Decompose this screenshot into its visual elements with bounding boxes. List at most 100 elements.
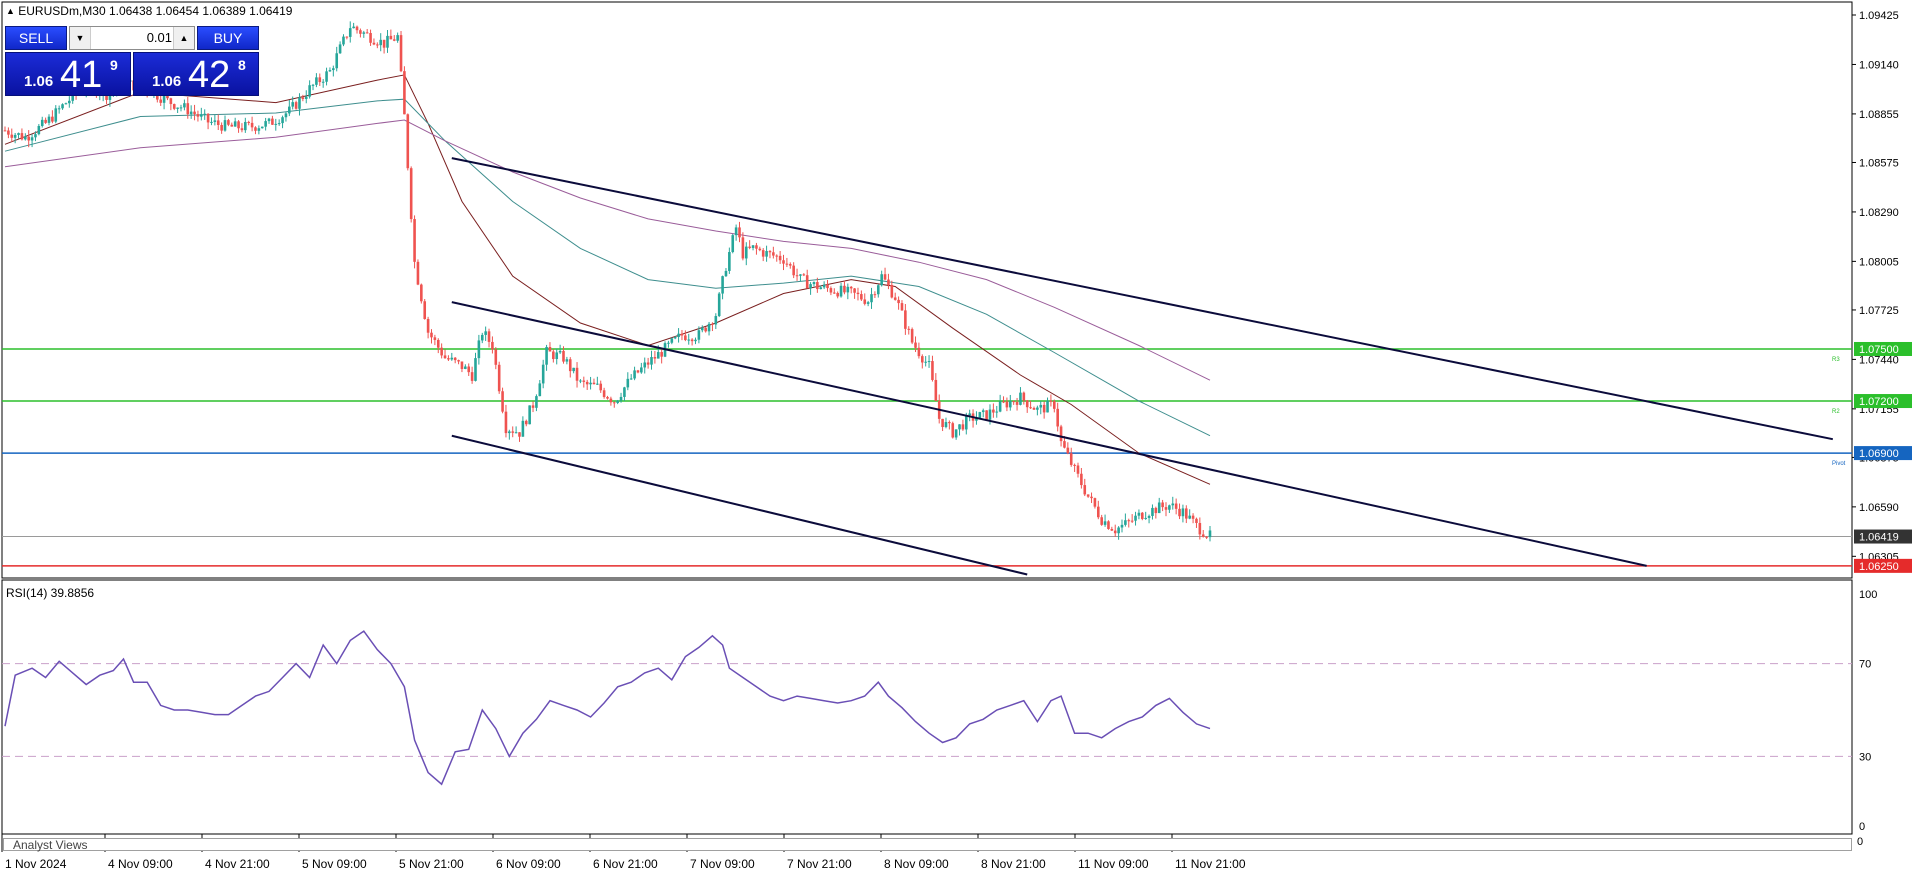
candle-body <box>345 36 349 38</box>
level-tag-2: Pivot <box>1832 461 1846 467</box>
candle-body <box>717 293 721 317</box>
candle-body <box>819 287 823 290</box>
candle-body <box>1201 534 1205 537</box>
candle-body <box>389 35 393 40</box>
candle-body <box>1083 485 1087 495</box>
candle-body <box>193 111 196 115</box>
candle-body <box>873 294 877 296</box>
candle-body <box>646 362 650 365</box>
candle-body <box>359 30 362 34</box>
candle-body <box>907 328 911 330</box>
candle-body <box>1124 520 1127 525</box>
candle-body <box>1022 392 1026 401</box>
candle-body <box>866 302 870 304</box>
candle-body <box>1025 400 1029 408</box>
candle-body <box>596 383 599 385</box>
candle-body <box>914 342 917 348</box>
candle-body <box>704 327 707 332</box>
candle-body <box>572 367 575 372</box>
candle-body <box>260 126 264 129</box>
candle-body <box>1130 520 1134 522</box>
candle-body <box>721 276 724 294</box>
candle-body <box>392 39 396 41</box>
candle-body <box>1195 518 1198 523</box>
candle-body <box>335 53 339 69</box>
candle-body <box>876 285 880 295</box>
level-price-tag-0 <box>1854 341 1912 356</box>
buy-button[interactable]: BUY <box>197 26 259 50</box>
sell-button[interactable]: SELL <box>5 26 67 50</box>
candle-body <box>836 292 839 297</box>
channel-line-1[interactable] <box>451 301 1647 567</box>
time-tick-label: 11 Nov 09:00 <box>1078 857 1149 871</box>
level-price-tag-1 <box>1854 394 1912 409</box>
candle-body <box>169 98 173 105</box>
candle-body <box>233 121 237 127</box>
candle-body <box>707 323 711 332</box>
candle-body <box>927 361 931 363</box>
channel-line-2[interactable] <box>451 434 1028 576</box>
price-tick-label: 1.08575 <box>1859 157 1899 169</box>
candle-body <box>399 35 403 72</box>
ask-quote[interactable]: 1.06 42 8 <box>133 52 259 96</box>
candle-body <box>565 359 569 362</box>
candle-body <box>694 339 697 342</box>
candle-body <box>480 334 484 341</box>
analyst-views-bar[interactable]: Analyst Views <box>3 838 1852 852</box>
candle-body <box>1154 507 1158 514</box>
candle-body <box>582 380 586 382</box>
candle-body <box>379 39 383 46</box>
candle-body <box>13 134 17 138</box>
candle-body <box>805 275 809 289</box>
candle-body <box>1113 530 1117 534</box>
candle-body <box>856 292 860 295</box>
candle-body <box>545 347 548 365</box>
candle-body <box>1049 400 1053 402</box>
candle-body <box>189 111 193 115</box>
candle-body <box>849 286 853 289</box>
candle-body <box>1198 522 1202 535</box>
bid-quote[interactable]: 1.06 41 9 <box>5 52 131 96</box>
time-tick-label: 7 Nov 09:00 <box>690 857 755 871</box>
candle-body <box>244 121 247 131</box>
candle-body <box>992 409 995 413</box>
candle-body <box>386 35 389 48</box>
candle-body <box>761 250 765 257</box>
collapse-triangle-icon[interactable]: ▲ <box>6 6 15 16</box>
candle-body <box>352 26 355 29</box>
candle-body <box>788 264 792 266</box>
lot-size-value[interactable]: 0.01 <box>146 30 172 45</box>
lot-size-field[interactable]: ▼ 0.01 ▲ <box>69 26 195 50</box>
price-tick-label: 1.08290 <box>1859 207 1899 219</box>
candle-body <box>372 42 376 45</box>
candle-body <box>579 380 582 382</box>
candle-body <box>460 361 464 369</box>
candle-body <box>216 120 220 125</box>
candle-body <box>1208 530 1212 538</box>
candle-body <box>748 246 751 248</box>
time-tick-label: 4 Nov 21:00 <box>205 857 270 871</box>
bid-sup: 9 <box>110 57 118 73</box>
price-tick-label: 1.06590 <box>1859 502 1899 514</box>
candle-body <box>420 284 423 302</box>
candle-body <box>1029 407 1032 409</box>
candle-body <box>20 133 24 140</box>
channel-line-0[interactable] <box>451 157 1834 441</box>
candle-body <box>447 358 450 360</box>
candle-body <box>1097 506 1100 518</box>
lot-increase-button[interactable]: ▲ <box>173 27 194 49</box>
time-tick-label: 6 Nov 21:00 <box>593 857 658 871</box>
candle-body <box>369 33 372 43</box>
price-tick-label: 1.08005 <box>1859 256 1899 268</box>
time-tick-label: 8 Nov 21:00 <box>981 857 1046 871</box>
candle-body <box>538 383 542 397</box>
lot-decrease-button[interactable]: ▼ <box>70 27 91 49</box>
candle-body <box>162 95 166 103</box>
candle-body <box>667 342 670 344</box>
candle-body <box>1093 498 1097 507</box>
candle-body <box>714 316 718 325</box>
candle-body <box>24 136 27 140</box>
candle-body <box>680 333 684 336</box>
candle-body <box>961 424 965 430</box>
